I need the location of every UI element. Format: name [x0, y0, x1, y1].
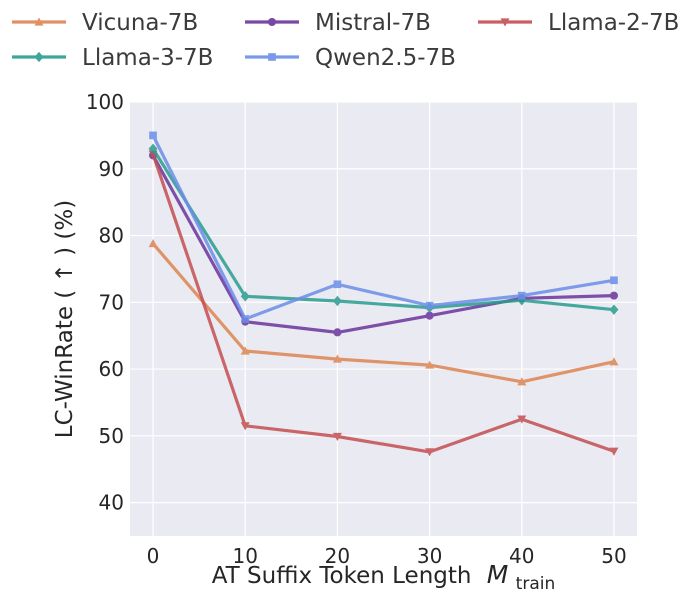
- legend-marker: [268, 53, 276, 61]
- legend-label: Llama-3-7B: [82, 45, 213, 71]
- y-tick-label: 60: [99, 357, 124, 381]
- data-point: [425, 311, 434, 320]
- legend-label: Qwen2.5-7B: [315, 45, 456, 71]
- legend-item: Vicuna-7B: [12, 10, 198, 36]
- legend-marker: [34, 51, 44, 63]
- series-line: [151, 242, 615, 384]
- series-qwen2-5-7b: [149, 131, 618, 323]
- data-point: [148, 239, 158, 248]
- data-point: [148, 143, 158, 154]
- data-point: [333, 328, 342, 337]
- series-line: [151, 134, 615, 321]
- legend: Vicuna-7B Mistral-7B Llama-2-7B Llama-3-7B Q…: [12, 10, 679, 71]
- legend-label: Vicuna-7B: [82, 10, 198, 36]
- legend-item: Qwen2.5-7B: [245, 45, 456, 71]
- y-axis-label: LC-WinRate ( ↑ ) (%): [52, 200, 78, 438]
- legend-item: Llama-2-7B: [478, 10, 679, 36]
- data-point: [425, 360, 435, 369]
- y-tick-label: 50: [99, 424, 124, 448]
- legend-marker: [34, 17, 44, 26]
- ticks: 40 50 60 70 80 90 100 0 10 20 30 40 50: [86, 90, 627, 568]
- series-layer: [148, 131, 619, 457]
- series-line: [151, 147, 615, 312]
- legend-marker: [500, 18, 510, 27]
- y-tick-label: 100: [86, 90, 124, 114]
- series-line: [151, 153, 615, 454]
- y-tick-label: 90: [99, 157, 124, 181]
- data-point: [609, 304, 619, 315]
- x-tick-label: 20: [325, 544, 350, 568]
- data-point: [240, 346, 250, 355]
- data-point: [332, 432, 342, 442]
- data-point: [609, 447, 619, 456]
- legend-marker: [267, 17, 277, 27]
- y-tick-label: 40: [99, 491, 124, 515]
- data-point: [149, 131, 157, 140]
- data-point: [332, 295, 342, 307]
- data-point: [517, 377, 527, 386]
- data-point: [240, 291, 250, 302]
- x-tick-label: 30: [417, 544, 442, 568]
- series-llama-2-7b: [148, 150, 619, 457]
- data-point: [517, 415, 527, 424]
- data-point: [240, 422, 250, 431]
- data-point: [425, 301, 434, 310]
- legend-label: Mistral-7B: [315, 10, 431, 36]
- data-point: [333, 280, 342, 289]
- data-point: [241, 315, 250, 323]
- legend-item: Mistral-7B: [245, 10, 431, 36]
- series-line: [151, 154, 615, 334]
- data-point: [517, 295, 527, 306]
- x-tick-label: 40: [509, 544, 534, 568]
- data-point: [609, 291, 619, 300]
- x-tick-label: 10: [233, 544, 258, 568]
- data-point: [610, 276, 618, 285]
- data-point: [332, 354, 342, 363]
- x-tick-label: 50: [601, 544, 626, 568]
- y-tick-label: 80: [99, 224, 124, 248]
- data-point: [425, 448, 435, 457]
- y-tick-label: 70: [99, 290, 124, 314]
- x-axis-label-math: M: [487, 560, 509, 589]
- legend-item: Llama-3-7B: [12, 45, 213, 71]
- plot-area: [130, 102, 637, 536]
- data-point: [609, 357, 619, 366]
- x-axis-label-subscript: train: [516, 574, 556, 592]
- x-tick-label: 0: [147, 544, 160, 568]
- data-point: [517, 291, 526, 300]
- legend-label: Llama-2-7B: [548, 10, 679, 36]
- series-vicuna-7b: [148, 239, 619, 386]
- x-axis-label-text: AT Suffix Token Length: [212, 563, 472, 589]
- x-axis-label: AT Suffix Token Length M train: [212, 560, 556, 592]
